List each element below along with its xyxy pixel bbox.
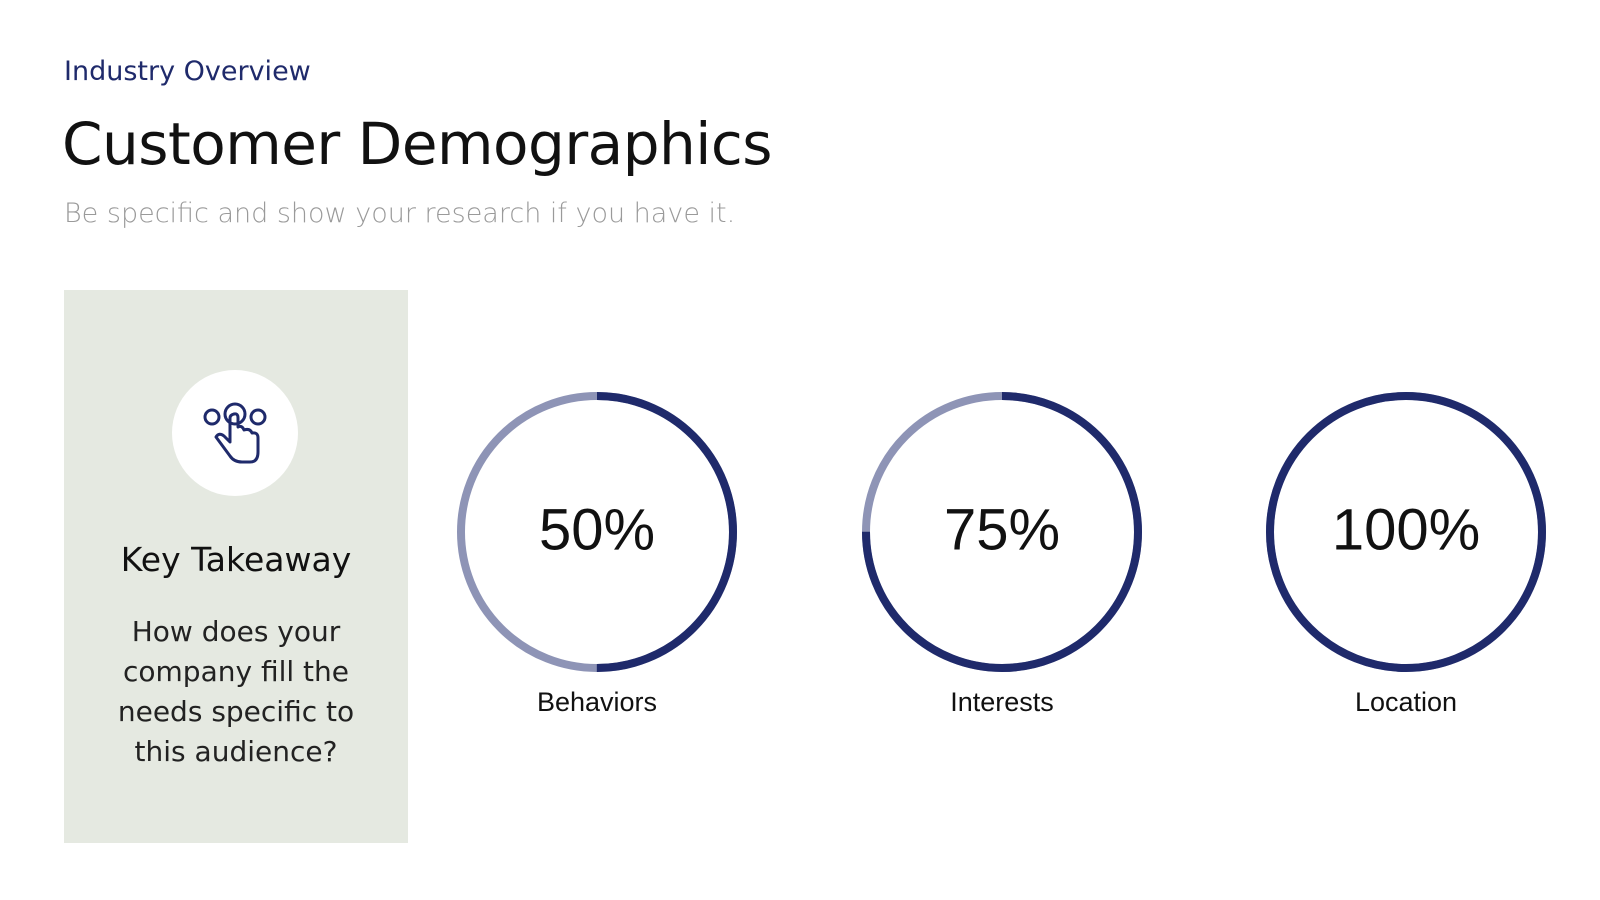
takeaway-title: Key Takeaway [120, 540, 352, 579]
eyebrow: Industry Overview [64, 56, 311, 87]
ring-value: 100% [1332, 497, 1480, 562]
title: Customer Demographics [62, 110, 773, 178]
ring-progress [862, 392, 1142, 672]
icon-circle [172, 370, 298, 496]
takeaway-text: How does your company fill the needs spe… [117, 615, 355, 768]
ring-progress [1266, 392, 1546, 672]
ring-label: Behaviors [537, 687, 657, 717]
ring-value: 75% [944, 497, 1060, 562]
ring-label: Interests [950, 687, 1054, 717]
ring-progress [457, 392, 737, 672]
touch-icon [203, 402, 267, 464]
subtitle: Be specific and show your research if yo… [64, 198, 736, 229]
ring-label: Location [1355, 687, 1457, 717]
ring-value: 50% [539, 497, 655, 562]
takeaway-panel: Key Takeaway How does your company fill … [64, 290, 408, 843]
